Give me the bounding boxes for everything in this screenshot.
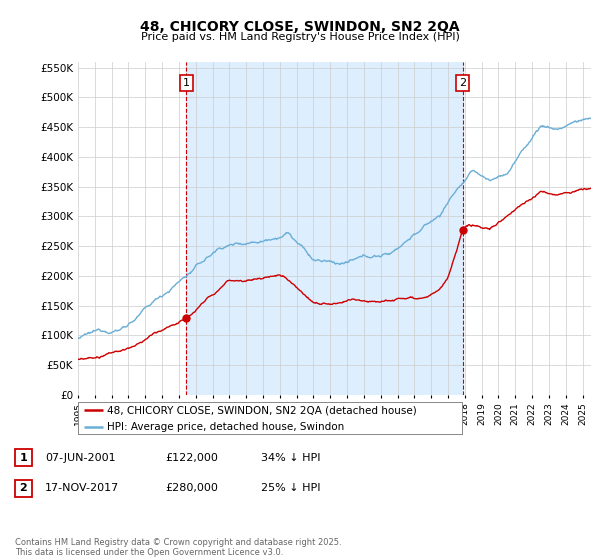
Text: 48, CHICORY CLOSE, SWINDON, SN2 2QA (detached house): 48, CHICORY CLOSE, SWINDON, SN2 2QA (det… xyxy=(107,405,416,416)
Text: 48, CHICORY CLOSE, SWINDON, SN2 2QA: 48, CHICORY CLOSE, SWINDON, SN2 2QA xyxy=(140,20,460,34)
Bar xyxy=(187,62,463,395)
Text: 2: 2 xyxy=(459,78,466,88)
Text: HPI: Average price, detached house, Swindon: HPI: Average price, detached house, Swin… xyxy=(107,422,344,432)
Text: 25% ↓ HPI: 25% ↓ HPI xyxy=(261,483,320,493)
Text: 1: 1 xyxy=(20,452,27,463)
Text: 1: 1 xyxy=(183,78,190,88)
Text: 34% ↓ HPI: 34% ↓ HPI xyxy=(261,452,320,463)
Text: Contains HM Land Registry data © Crown copyright and database right 2025.
This d: Contains HM Land Registry data © Crown c… xyxy=(15,538,341,557)
Text: £280,000: £280,000 xyxy=(165,483,218,493)
Text: 2: 2 xyxy=(20,483,27,493)
Text: 07-JUN-2001: 07-JUN-2001 xyxy=(45,452,116,463)
Text: 17-NOV-2017: 17-NOV-2017 xyxy=(45,483,119,493)
Text: £122,000: £122,000 xyxy=(165,452,218,463)
Text: Price paid vs. HM Land Registry's House Price Index (HPI): Price paid vs. HM Land Registry's House … xyxy=(140,32,460,42)
